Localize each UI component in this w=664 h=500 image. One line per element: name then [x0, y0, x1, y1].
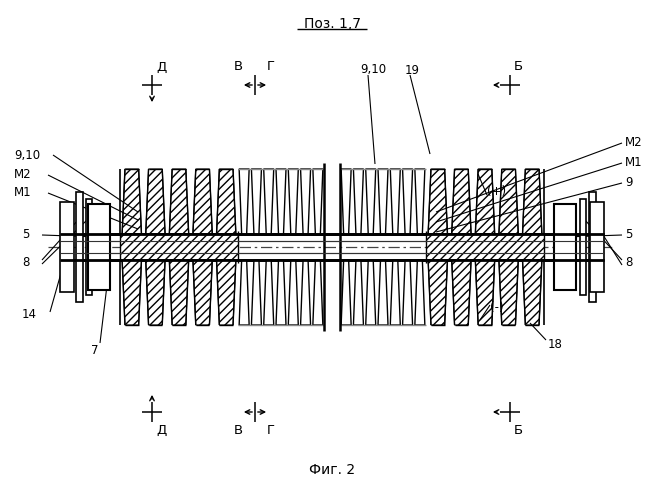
Text: Г: Г: [267, 424, 275, 436]
Polygon shape: [390, 260, 400, 325]
Polygon shape: [390, 169, 400, 234]
Polygon shape: [264, 260, 274, 325]
Polygon shape: [145, 169, 165, 234]
Polygon shape: [276, 169, 286, 234]
Text: Б: Б: [514, 424, 523, 436]
Polygon shape: [288, 169, 298, 234]
Polygon shape: [122, 260, 141, 325]
Polygon shape: [475, 260, 495, 325]
Text: М2: М2: [14, 168, 32, 181]
Text: 14: 14: [22, 308, 37, 322]
Bar: [88, 204, 110, 290]
Bar: [426, 234, 544, 260]
Polygon shape: [428, 260, 448, 325]
Polygon shape: [169, 169, 189, 234]
Text: Б: Б: [514, 60, 523, 74]
Text: М1: М1: [625, 156, 643, 168]
Bar: [86, 199, 92, 295]
Text: 19: 19: [405, 64, 420, 76]
Text: 18: 18: [548, 338, 563, 351]
Text: 9,10: 9,10: [14, 148, 40, 162]
Bar: [590, 202, 604, 292]
Polygon shape: [239, 260, 249, 325]
Polygon shape: [313, 169, 323, 234]
Polygon shape: [366, 169, 376, 234]
Text: (+): (+): [487, 186, 506, 198]
Text: (-): (-): [490, 302, 503, 314]
Bar: [554, 204, 576, 290]
Bar: [76, 192, 83, 302]
Polygon shape: [402, 260, 412, 325]
Polygon shape: [145, 260, 165, 325]
Polygon shape: [313, 260, 323, 325]
Polygon shape: [415, 169, 425, 234]
Bar: [120, 234, 238, 260]
Text: М1: М1: [14, 186, 32, 200]
Text: 9: 9: [625, 176, 633, 188]
Text: Д: Д: [156, 424, 166, 436]
Bar: [589, 192, 596, 302]
Polygon shape: [475, 169, 495, 234]
Polygon shape: [499, 260, 519, 325]
Bar: [60, 234, 604, 260]
Polygon shape: [523, 260, 542, 325]
Bar: [580, 199, 586, 295]
Polygon shape: [353, 260, 363, 325]
Polygon shape: [301, 169, 311, 234]
Polygon shape: [452, 169, 471, 234]
Text: 5: 5: [625, 228, 632, 241]
Text: Поз. 1,7: Поз. 1,7: [303, 17, 361, 31]
Polygon shape: [428, 169, 448, 234]
Text: 9,10: 9,10: [360, 64, 386, 76]
Text: В: В: [234, 424, 243, 436]
Text: В: В: [234, 60, 243, 74]
Polygon shape: [402, 169, 412, 234]
Polygon shape: [452, 260, 471, 325]
Polygon shape: [301, 260, 311, 325]
Text: 8: 8: [625, 256, 632, 270]
Text: 5: 5: [22, 228, 29, 241]
Polygon shape: [499, 169, 519, 234]
Polygon shape: [353, 169, 363, 234]
Text: М2: М2: [625, 136, 643, 148]
Text: 7: 7: [91, 344, 99, 356]
Polygon shape: [252, 260, 262, 325]
Polygon shape: [366, 260, 376, 325]
Polygon shape: [169, 260, 189, 325]
Polygon shape: [122, 169, 141, 234]
Polygon shape: [193, 260, 212, 325]
Polygon shape: [216, 260, 236, 325]
Text: Д: Д: [156, 60, 166, 74]
Polygon shape: [216, 169, 236, 234]
Polygon shape: [378, 260, 388, 325]
Polygon shape: [239, 169, 249, 234]
Polygon shape: [341, 260, 351, 325]
Polygon shape: [252, 169, 262, 234]
Polygon shape: [264, 169, 274, 234]
Text: Фиг. 2: Фиг. 2: [309, 463, 355, 477]
Text: 8: 8: [22, 256, 29, 270]
Polygon shape: [276, 260, 286, 325]
Bar: [60, 202, 74, 292]
Polygon shape: [193, 169, 212, 234]
Polygon shape: [378, 169, 388, 234]
Polygon shape: [415, 260, 425, 325]
Polygon shape: [288, 260, 298, 325]
Polygon shape: [523, 169, 542, 234]
Text: Г: Г: [267, 60, 275, 74]
Polygon shape: [341, 169, 351, 234]
